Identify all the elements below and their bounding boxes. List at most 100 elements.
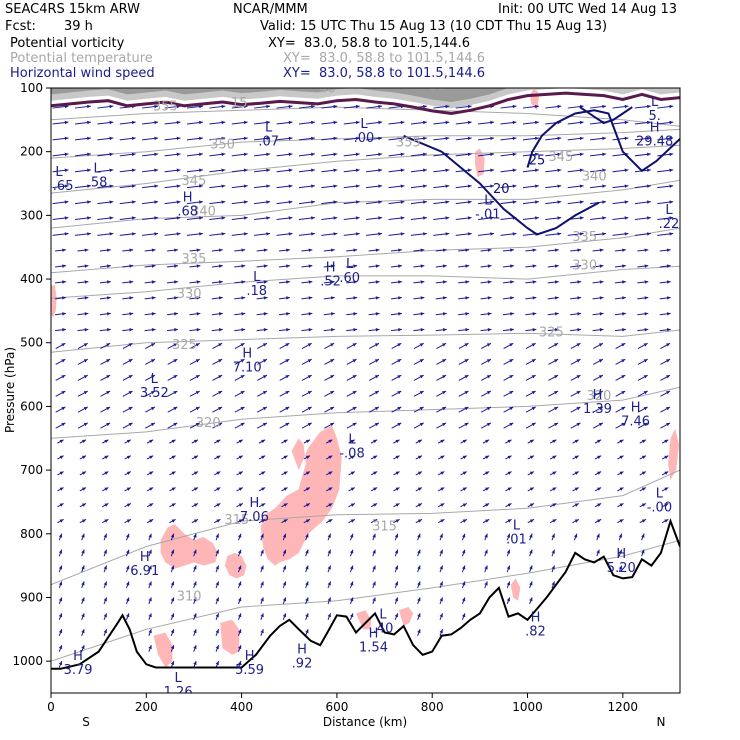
wind-vector-head [263, 264, 268, 268]
wind-vector-head [464, 406, 469, 411]
wind-vector-head [419, 375, 424, 379]
wind-vector-head [305, 519, 310, 523]
theta-contour-label: 325 [539, 325, 564, 340]
pv-extremum-value: -.01 [475, 208, 500, 223]
wind-vector-head [109, 152, 114, 157]
wind-vector-head [420, 296, 425, 300]
wind-vector-head [557, 216, 562, 220]
wind-vector-head [532, 296, 537, 300]
wind-vector-head [378, 152, 383, 157]
wind-vector-head [109, 136, 114, 141]
wind-vector-head [375, 312, 380, 316]
wind-vector-head [666, 296, 671, 300]
wind-vector-head [83, 359, 88, 363]
wind-vector-head [417, 471, 422, 475]
wind-vector-head [465, 328, 470, 332]
wind-speed-contour-line [579, 106, 633, 125]
wind-vector-head [154, 200, 159, 204]
wind-vector-head [557, 136, 562, 141]
wind-vector-head [439, 565, 443, 570]
theta-contour-label: 330 [572, 259, 597, 274]
wind-vector-head [241, 248, 246, 252]
wind-vector-head [618, 533, 623, 538]
wind-vector-head [129, 264, 134, 268]
wind-vector-head [395, 439, 400, 444]
wind-vector-head [288, 152, 293, 157]
wind-vector-head [372, 549, 376, 554]
wind-vector-head [221, 184, 226, 188]
wind-vector-head [81, 645, 85, 650]
wind-vector-head [221, 120, 226, 125]
wind-vector-head [397, 359, 402, 363]
wind-vector-head [106, 391, 111, 395]
wind-vector-head [486, 391, 491, 395]
wind-vector-head [238, 661, 242, 666]
wind-vector-head [355, 120, 360, 125]
wind-vector-head [311, 104, 315, 109]
wind-vector-head [531, 343, 536, 347]
south-end-label: S [82, 715, 90, 729]
wind-vector-head [394, 565, 399, 570]
wind-vector-head [353, 312, 358, 316]
wind-vector-head [552, 487, 557, 491]
wind-vector-head [378, 184, 383, 188]
wind-vector-head [131, 168, 136, 172]
wind-vector-head [618, 565, 623, 570]
wind-vector-head [330, 328, 335, 332]
wind-vector-head [59, 455, 64, 459]
pv-extremum-marker: L [484, 194, 492, 209]
wind-vector-head [308, 328, 313, 332]
wind-vector-head [669, 120, 674, 125]
wind-vector-head [624, 120, 629, 125]
wind-vector-head [529, 471, 534, 475]
wind-vector-head [83, 391, 88, 395]
wind-vector-head [506, 597, 511, 602]
theta-contour-line [51, 539, 680, 662]
wind-vector-head [305, 503, 310, 507]
wind-vector-head [283, 439, 288, 444]
wind-vector-head [283, 519, 288, 523]
wind-vector-head [352, 375, 357, 379]
wind-vector-head [467, 136, 472, 141]
pv-extremum-value: .07 [258, 134, 279, 149]
wind-vector-head [554, 280, 559, 284]
wind-vector-head [487, 312, 492, 316]
wind-vector-head [554, 312, 559, 316]
wind-vector-head [221, 200, 226, 204]
wind-vector-head [64, 200, 69, 204]
wind-vector-head [641, 549, 645, 554]
wind-speed-contour-layer [403, 106, 680, 236]
pv-extremum-marker: H [297, 643, 307, 658]
wind-vector-head [286, 328, 290, 332]
wind-vector-head [171, 487, 176, 491]
wind-vector-head [330, 280, 335, 284]
wind-vector-head [58, 565, 63, 570]
wind-vector-head [59, 439, 64, 444]
wind-vector-head [355, 200, 360, 204]
wind-vector-head [266, 184, 271, 188]
wind-vector-head [350, 549, 354, 554]
wind-vector-head [423, 136, 427, 141]
wind-vector-head [535, 200, 539, 204]
wind-vector-head [666, 312, 671, 316]
wind-vector-head [350, 487, 355, 491]
wind-vector-head [330, 391, 335, 395]
wind-vector-head [622, 280, 626, 284]
pv-extremum-value: 3.65 [45, 179, 74, 194]
wind-vector-head [216, 439, 221, 444]
wind-vector-head [378, 216, 383, 220]
wind-vector-head [622, 328, 626, 332]
wind-vector-head [333, 200, 338, 204]
wind-vector-head [624, 232, 629, 236]
wind-vector-head [355, 216, 360, 220]
wind-vector-head [350, 613, 354, 618]
wind-vector-head [193, 533, 197, 538]
wind-vector-head [151, 264, 156, 268]
wind-vector-head [509, 391, 514, 395]
wind-vector-head [62, 264, 66, 268]
wind-vector-head [352, 343, 357, 347]
wind-vector-head [579, 120, 584, 125]
wind-vector-head [106, 359, 111, 363]
theta-contour-line [51, 329, 680, 353]
wind-vector-head [557, 200, 562, 204]
